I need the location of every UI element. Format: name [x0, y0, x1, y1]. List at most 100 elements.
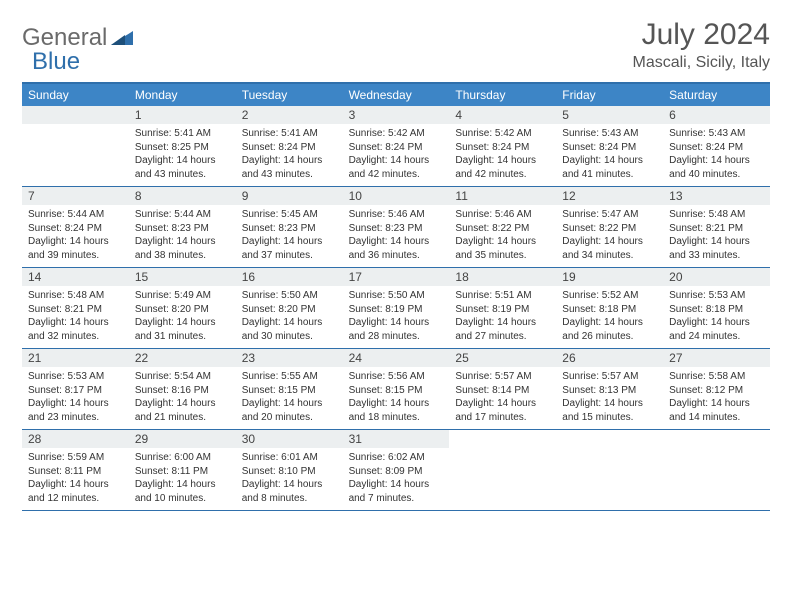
day-body: Sunrise: 5:44 AMSunset: 8:23 PMDaylight:…	[129, 205, 236, 267]
sunrise: Sunrise: 6:00 AM	[135, 451, 230, 465]
day-body: Sunrise: 6:02 AMSunset: 8:09 PMDaylight:…	[343, 448, 450, 510]
day-number: 16	[236, 268, 343, 286]
day-body: Sunrise: 5:53 AMSunset: 8:18 PMDaylight:…	[663, 286, 770, 348]
week-row: 1Sunrise: 5:41 AMSunset: 8:25 PMDaylight…	[22, 106, 770, 187]
daylight: Daylight: 14 hours and 33 minutes.	[669, 235, 764, 262]
day-number: 24	[343, 349, 450, 367]
week-row: 14Sunrise: 5:48 AMSunset: 8:21 PMDayligh…	[22, 268, 770, 349]
day-body: Sunrise: 5:56 AMSunset: 8:15 PMDaylight:…	[343, 367, 450, 429]
sunset: Sunset: 8:23 PM	[242, 222, 337, 236]
sunrise: Sunrise: 5:50 AM	[349, 289, 444, 303]
day-number: 27	[663, 349, 770, 367]
day-cell	[449, 430, 556, 510]
sunset: Sunset: 8:13 PM	[562, 384, 657, 398]
sunrise: Sunrise: 5:57 AM	[562, 370, 657, 384]
day-body: Sunrise: 6:01 AMSunset: 8:10 PMDaylight:…	[236, 448, 343, 510]
day-body: Sunrise: 5:41 AMSunset: 8:25 PMDaylight:…	[129, 124, 236, 186]
day-cell: 1Sunrise: 5:41 AMSunset: 8:25 PMDaylight…	[129, 106, 236, 186]
dayhead-thu: Thursday	[449, 84, 556, 106]
dayhead-tue: Tuesday	[236, 84, 343, 106]
day-body	[663, 448, 770, 456]
daylight: Daylight: 14 hours and 43 minutes.	[135, 154, 230, 181]
day-number: 25	[449, 349, 556, 367]
day-cell: 17Sunrise: 5:50 AMSunset: 8:19 PMDayligh…	[343, 268, 450, 348]
logo-triangle-icon	[111, 27, 133, 50]
day-number	[22, 106, 129, 124]
day-body: Sunrise: 5:50 AMSunset: 8:20 PMDaylight:…	[236, 286, 343, 348]
daylight: Daylight: 14 hours and 8 minutes.	[242, 478, 337, 505]
day-body: Sunrise: 5:57 AMSunset: 8:13 PMDaylight:…	[556, 367, 663, 429]
sunrise: Sunrise: 5:52 AM	[562, 289, 657, 303]
day-cell	[663, 430, 770, 510]
day-body: Sunrise: 5:43 AMSunset: 8:24 PMDaylight:…	[663, 124, 770, 186]
day-number: 11	[449, 187, 556, 205]
sunset: Sunset: 8:11 PM	[28, 465, 123, 479]
day-cell: 5Sunrise: 5:43 AMSunset: 8:24 PMDaylight…	[556, 106, 663, 186]
sunset: Sunset: 8:18 PM	[669, 303, 764, 317]
sunset: Sunset: 8:24 PM	[669, 141, 764, 155]
day-body	[449, 448, 556, 456]
sunset: Sunset: 8:24 PM	[28, 222, 123, 236]
daylight: Daylight: 14 hours and 30 minutes.	[242, 316, 337, 343]
dayhead-sat: Saturday	[663, 84, 770, 106]
day-body: Sunrise: 5:59 AMSunset: 8:11 PMDaylight:…	[22, 448, 129, 510]
day-body: Sunrise: 5:51 AMSunset: 8:19 PMDaylight:…	[449, 286, 556, 348]
sunrise: Sunrise: 5:44 AM	[135, 208, 230, 222]
day-number: 17	[343, 268, 450, 286]
day-cell: 18Sunrise: 5:51 AMSunset: 8:19 PMDayligh…	[449, 268, 556, 348]
dayhead-mon: Monday	[129, 84, 236, 106]
sunrise: Sunrise: 5:55 AM	[242, 370, 337, 384]
day-cell: 31Sunrise: 6:02 AMSunset: 8:09 PMDayligh…	[343, 430, 450, 510]
daylight: Daylight: 14 hours and 14 minutes.	[669, 397, 764, 424]
daylight: Daylight: 14 hours and 32 minutes.	[28, 316, 123, 343]
daylight: Daylight: 14 hours and 35 minutes.	[455, 235, 550, 262]
day-cell: 19Sunrise: 5:52 AMSunset: 8:18 PMDayligh…	[556, 268, 663, 348]
sunrise: Sunrise: 5:41 AM	[242, 127, 337, 141]
sunset: Sunset: 8:15 PM	[242, 384, 337, 398]
day-number: 8	[129, 187, 236, 205]
day-cell: 22Sunrise: 5:54 AMSunset: 8:16 PMDayligh…	[129, 349, 236, 429]
sunrise: Sunrise: 5:43 AM	[562, 127, 657, 141]
daylight: Daylight: 14 hours and 10 minutes.	[135, 478, 230, 505]
day-cell: 21Sunrise: 5:53 AMSunset: 8:17 PMDayligh…	[22, 349, 129, 429]
day-number: 21	[22, 349, 129, 367]
sunset: Sunset: 8:21 PM	[28, 303, 123, 317]
day-number: 15	[129, 268, 236, 286]
sunrise: Sunrise: 6:02 AM	[349, 451, 444, 465]
daylight: Daylight: 14 hours and 42 minutes.	[349, 154, 444, 181]
day-body: Sunrise: 5:44 AMSunset: 8:24 PMDaylight:…	[22, 205, 129, 267]
day-number: 7	[22, 187, 129, 205]
day-cell	[22, 106, 129, 186]
day-cell: 6Sunrise: 5:43 AMSunset: 8:24 PMDaylight…	[663, 106, 770, 186]
day-body: Sunrise: 5:42 AMSunset: 8:24 PMDaylight:…	[449, 124, 556, 186]
sunrise: Sunrise: 5:48 AM	[669, 208, 764, 222]
day-cell: 4Sunrise: 5:42 AMSunset: 8:24 PMDaylight…	[449, 106, 556, 186]
logo: General	[22, 18, 135, 52]
day-cell: 16Sunrise: 5:50 AMSunset: 8:20 PMDayligh…	[236, 268, 343, 348]
day-cell: 3Sunrise: 5:42 AMSunset: 8:24 PMDaylight…	[343, 106, 450, 186]
daylight: Daylight: 14 hours and 20 minutes.	[242, 397, 337, 424]
daylight: Daylight: 14 hours and 12 minutes.	[28, 478, 123, 505]
sunrise: Sunrise: 5:59 AM	[28, 451, 123, 465]
day-cell: 2Sunrise: 5:41 AMSunset: 8:24 PMDaylight…	[236, 106, 343, 186]
sunset: Sunset: 8:18 PM	[562, 303, 657, 317]
daylight: Daylight: 14 hours and 27 minutes.	[455, 316, 550, 343]
sunset: Sunset: 8:24 PM	[455, 141, 550, 155]
day-number: 9	[236, 187, 343, 205]
sunset: Sunset: 8:20 PM	[135, 303, 230, 317]
day-cell: 25Sunrise: 5:57 AMSunset: 8:14 PMDayligh…	[449, 349, 556, 429]
sunrise: Sunrise: 5:41 AM	[135, 127, 230, 141]
sunset: Sunset: 8:19 PM	[349, 303, 444, 317]
location: Mascali, Sicily, Italy	[632, 54, 770, 72]
week-row: 21Sunrise: 5:53 AMSunset: 8:17 PMDayligh…	[22, 349, 770, 430]
day-number: 23	[236, 349, 343, 367]
day-number: 3	[343, 106, 450, 124]
day-body: Sunrise: 5:47 AMSunset: 8:22 PMDaylight:…	[556, 205, 663, 267]
sunrise: Sunrise: 5:48 AM	[28, 289, 123, 303]
daylight: Daylight: 14 hours and 39 minutes.	[28, 235, 123, 262]
sunrise: Sunrise: 5:43 AM	[669, 127, 764, 141]
sunset: Sunset: 8:19 PM	[455, 303, 550, 317]
day-cell: 10Sunrise: 5:46 AMSunset: 8:23 PMDayligh…	[343, 187, 450, 267]
sunset: Sunset: 8:24 PM	[562, 141, 657, 155]
day-body: Sunrise: 5:48 AMSunset: 8:21 PMDaylight:…	[22, 286, 129, 348]
